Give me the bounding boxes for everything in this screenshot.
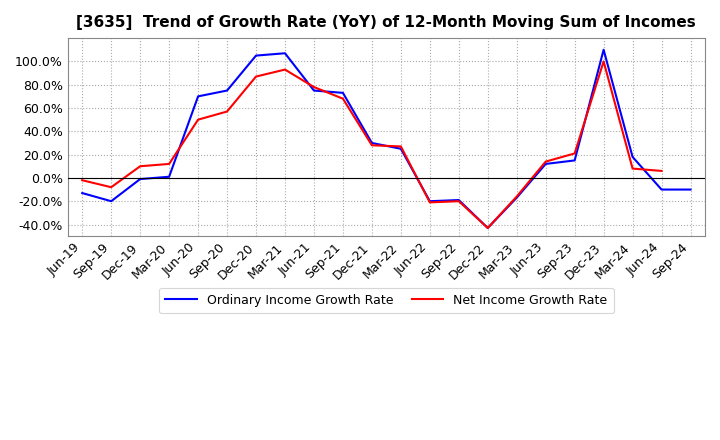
Net Income Growth Rate	[483, 225, 492, 231]
Net Income Growth Rate	[397, 144, 405, 149]
Net Income Growth Rate	[629, 166, 637, 171]
Ordinary Income Growth Rate	[686, 187, 695, 192]
Ordinary Income Growth Rate	[252, 53, 261, 58]
Net Income Growth Rate	[222, 109, 231, 114]
Net Income Growth Rate	[599, 59, 608, 64]
Ordinary Income Growth Rate	[657, 187, 666, 192]
Line: Ordinary Income Growth Rate: Ordinary Income Growth Rate	[82, 50, 690, 228]
Ordinary Income Growth Rate	[222, 88, 231, 93]
Net Income Growth Rate	[281, 67, 289, 72]
Net Income Growth Rate	[78, 178, 86, 183]
Title: [3635]  Trend of Growth Rate (YoY) of 12-Month Moving Sum of Incomes: [3635] Trend of Growth Rate (YoY) of 12-…	[76, 15, 696, 30]
Net Income Growth Rate	[454, 198, 463, 204]
Ordinary Income Growth Rate	[513, 195, 521, 200]
Net Income Growth Rate	[165, 161, 174, 167]
Net Income Growth Rate	[107, 185, 115, 190]
Net Income Growth Rate	[426, 200, 434, 205]
Legend: Ordinary Income Growth Rate, Net Income Growth Rate: Ordinary Income Growth Rate, Net Income …	[159, 288, 613, 313]
Net Income Growth Rate	[194, 117, 202, 122]
Ordinary Income Growth Rate	[107, 198, 115, 204]
Ordinary Income Growth Rate	[310, 88, 318, 93]
Ordinary Income Growth Rate	[136, 176, 145, 182]
Ordinary Income Growth Rate	[483, 225, 492, 231]
Ordinary Income Growth Rate	[194, 94, 202, 99]
Net Income Growth Rate	[310, 84, 318, 90]
Ordinary Income Growth Rate	[281, 51, 289, 56]
Net Income Growth Rate	[541, 159, 550, 164]
Ordinary Income Growth Rate	[397, 146, 405, 151]
Net Income Growth Rate	[252, 74, 261, 79]
Net Income Growth Rate	[368, 143, 377, 148]
Net Income Growth Rate	[513, 194, 521, 199]
Line: Net Income Growth Rate: Net Income Growth Rate	[82, 62, 662, 228]
Ordinary Income Growth Rate	[599, 47, 608, 52]
Ordinary Income Growth Rate	[368, 140, 377, 146]
Net Income Growth Rate	[136, 164, 145, 169]
Ordinary Income Growth Rate	[78, 191, 86, 196]
Ordinary Income Growth Rate	[426, 198, 434, 204]
Ordinary Income Growth Rate	[570, 158, 579, 163]
Ordinary Income Growth Rate	[165, 174, 174, 180]
Ordinary Income Growth Rate	[338, 90, 347, 95]
Net Income Growth Rate	[338, 96, 347, 101]
Net Income Growth Rate	[570, 151, 579, 156]
Ordinary Income Growth Rate	[454, 198, 463, 203]
Ordinary Income Growth Rate	[629, 154, 637, 160]
Ordinary Income Growth Rate	[541, 161, 550, 167]
Net Income Growth Rate	[657, 168, 666, 173]
